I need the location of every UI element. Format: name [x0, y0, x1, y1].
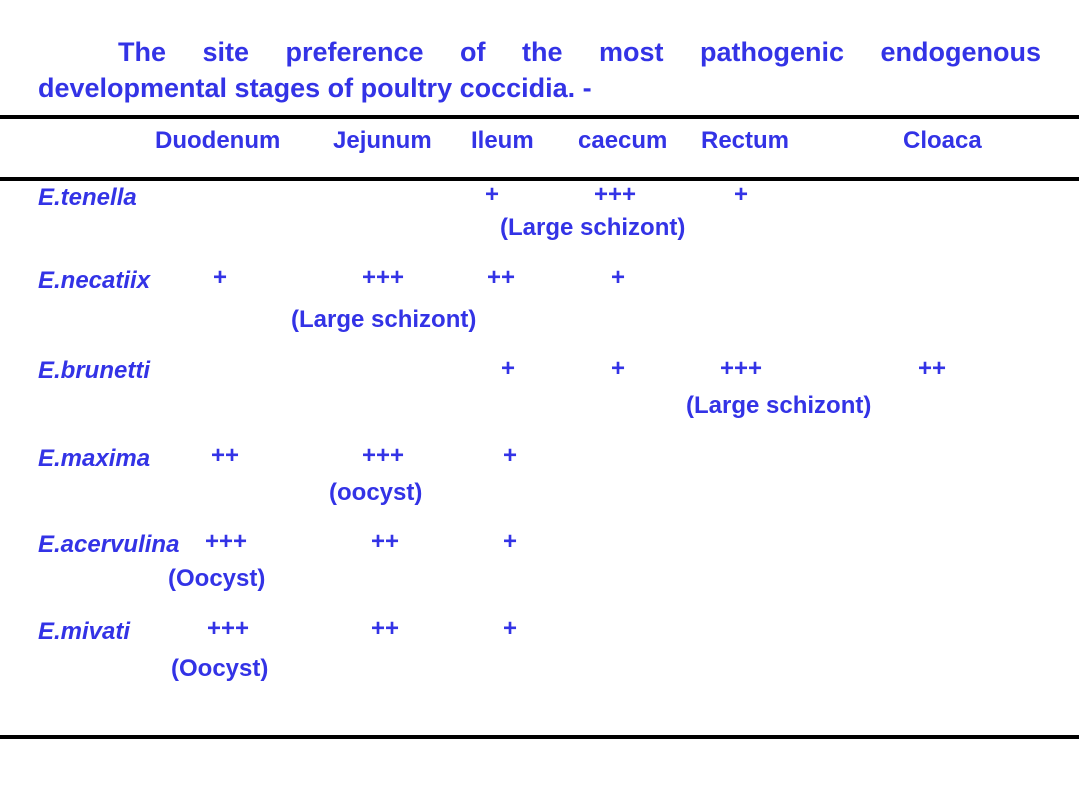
site-mark: +++ [207, 615, 250, 642]
site-mark: +++ [362, 442, 405, 469]
top-rule [0, 115, 1079, 119]
stage-note: (Oocyst) [168, 565, 266, 592]
species-name: E.necatiix [38, 267, 151, 294]
site-mark: + [503, 528, 518, 555]
stage-note: (Large schizont) [686, 392, 872, 419]
site-mark: +++ [594, 181, 637, 208]
site-mark: + [734, 181, 749, 208]
title-line-2: developmental stages of poultry coccidia… [38, 73, 592, 103]
site-mark: ++ [371, 615, 400, 642]
species-name: E.mivati [38, 618, 131, 645]
species-name: E.tenella [38, 184, 137, 211]
site-mark: + [501, 355, 516, 382]
site-mark: ++ [211, 442, 240, 469]
site-mark: + [611, 355, 626, 382]
site-mark: ++ [371, 528, 400, 555]
site-mark: +++ [205, 528, 248, 555]
column-header-rectum: Rectum [701, 127, 790, 154]
column-header-jejunum: Jejunum [333, 127, 432, 154]
site-mark: + [485, 181, 500, 208]
stage-note: (oocyst) [329, 479, 423, 506]
site-mark: ++ [487, 264, 516, 291]
column-header-caecum: caecum [578, 127, 668, 154]
stage-note: (Oocyst) [171, 655, 269, 682]
site-mark: + [503, 615, 518, 642]
site-mark: +++ [362, 264, 405, 291]
stage-note: (Large schizont) [291, 306, 477, 333]
species-name: E.acervulina [38, 531, 180, 558]
species-name: E.brunetti [38, 357, 150, 384]
stage-note: (Large schizont) [500, 214, 686, 241]
site-mark: + [503, 442, 518, 469]
site-mark: ++ [918, 355, 947, 382]
bottom-rule [0, 735, 1079, 739]
site-mark: +++ [720, 355, 763, 382]
column-header-cloaca: Cloaca [903, 127, 982, 154]
header-rule [0, 177, 1079, 181]
column-header-duodenum: Duodenum [155, 127, 281, 154]
species-name: E.maxima [38, 445, 151, 472]
site-mark: + [611, 264, 626, 291]
column-header-ileum: Ileum [471, 127, 534, 154]
title-line-1: The site preference of the most pathogen… [118, 37, 1041, 67]
page-title: The site preference of the most pathogen… [38, 34, 1041, 106]
site-mark: + [213, 264, 228, 291]
